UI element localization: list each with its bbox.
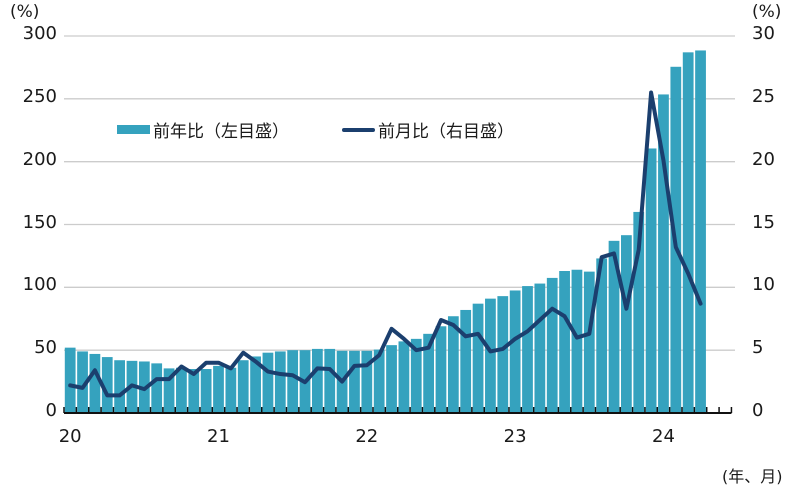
bar [262, 352, 274, 413]
bar-swatch-icon [117, 125, 150, 134]
right-y-tick-label: 0 [752, 400, 764, 421]
legend-item-yoy: 前年比（左目盛） [117, 117, 289, 142]
x-tick-label: 23 [503, 426, 527, 447]
bar [410, 338, 422, 413]
left-y-tick-label: 250 [22, 85, 57, 107]
right-y-tick-label: 25 [752, 85, 775, 107]
x-tick-label: 24 [652, 426, 675, 447]
bar [151, 363, 163, 413]
bar [559, 270, 570, 413]
legend-item-mom: 前月比（右目盛） [342, 117, 514, 142]
legend-label-mom: 前月比（右目盛） [378, 122, 514, 142]
bar [324, 348, 336, 413]
left-y-tick-label: 0 [45, 400, 57, 421]
left-y-tick-label: 200 [22, 148, 57, 170]
bar [645, 148, 657, 413]
bar [89, 353, 101, 413]
bar [163, 368, 175, 413]
left-y-tick-label: 300 [22, 23, 57, 44]
bar [200, 369, 212, 413]
x-tick-label: 22 [355, 426, 379, 447]
x-tick-label: 20 [58, 426, 82, 447]
x-tick-label: 21 [207, 426, 230, 447]
bar [608, 240, 620, 413]
left-y-tick-label: 150 [22, 211, 57, 233]
bar [349, 350, 360, 413]
left-axis-unit: (%) [10, 2, 40, 22]
bar [522, 286, 533, 413]
right-y-tick-label: 20 [752, 148, 775, 170]
bar [472, 303, 484, 413]
bar [386, 345, 397, 413]
right-y-tick-label: 30 [752, 23, 775, 44]
bar [460, 309, 472, 413]
bar [237, 360, 249, 413]
bar [621, 235, 632, 413]
bar [497, 296, 509, 413]
bar [250, 356, 261, 413]
bar [114, 360, 125, 413]
bar [596, 258, 608, 413]
left-y-tick-label: 100 [22, 274, 57, 296]
bar [534, 283, 546, 413]
bar [423, 333, 434, 413]
bar [188, 369, 200, 413]
bar [287, 350, 299, 413]
bar [695, 50, 706, 414]
x-axis-unit: (年、月) [722, 467, 783, 486]
bar [682, 52, 694, 413]
mom-line [68, 90, 703, 398]
legend-label-yoy: 前年比（左目盛） [153, 122, 289, 142]
bar [398, 341, 410, 413]
bar [485, 298, 496, 413]
line-swatch-icon [342, 127, 375, 132]
bar [213, 365, 224, 413]
bar [225, 367, 237, 413]
bar [274, 351, 286, 413]
bar [447, 316, 459, 413]
bar [77, 351, 88, 413]
right-y-tick-label: 15 [752, 211, 775, 233]
bar [435, 326, 447, 413]
right-y-tick-label: 5 [752, 337, 764, 359]
right-axis-unit: (%) [752, 2, 782, 22]
bar [176, 367, 187, 413]
bar [101, 357, 113, 413]
bar [571, 269, 583, 413]
bar [361, 350, 373, 413]
left-y-tick-label: 50 [34, 337, 57, 359]
bar [583, 271, 595, 413]
bar [658, 94, 669, 413]
bar [509, 290, 521, 413]
bar [546, 277, 558, 413]
bar [373, 349, 385, 413]
bar [64, 347, 76, 413]
right-y-tick-label: 10 [752, 274, 775, 296]
bar [312, 348, 323, 413]
bar [633, 211, 645, 413]
